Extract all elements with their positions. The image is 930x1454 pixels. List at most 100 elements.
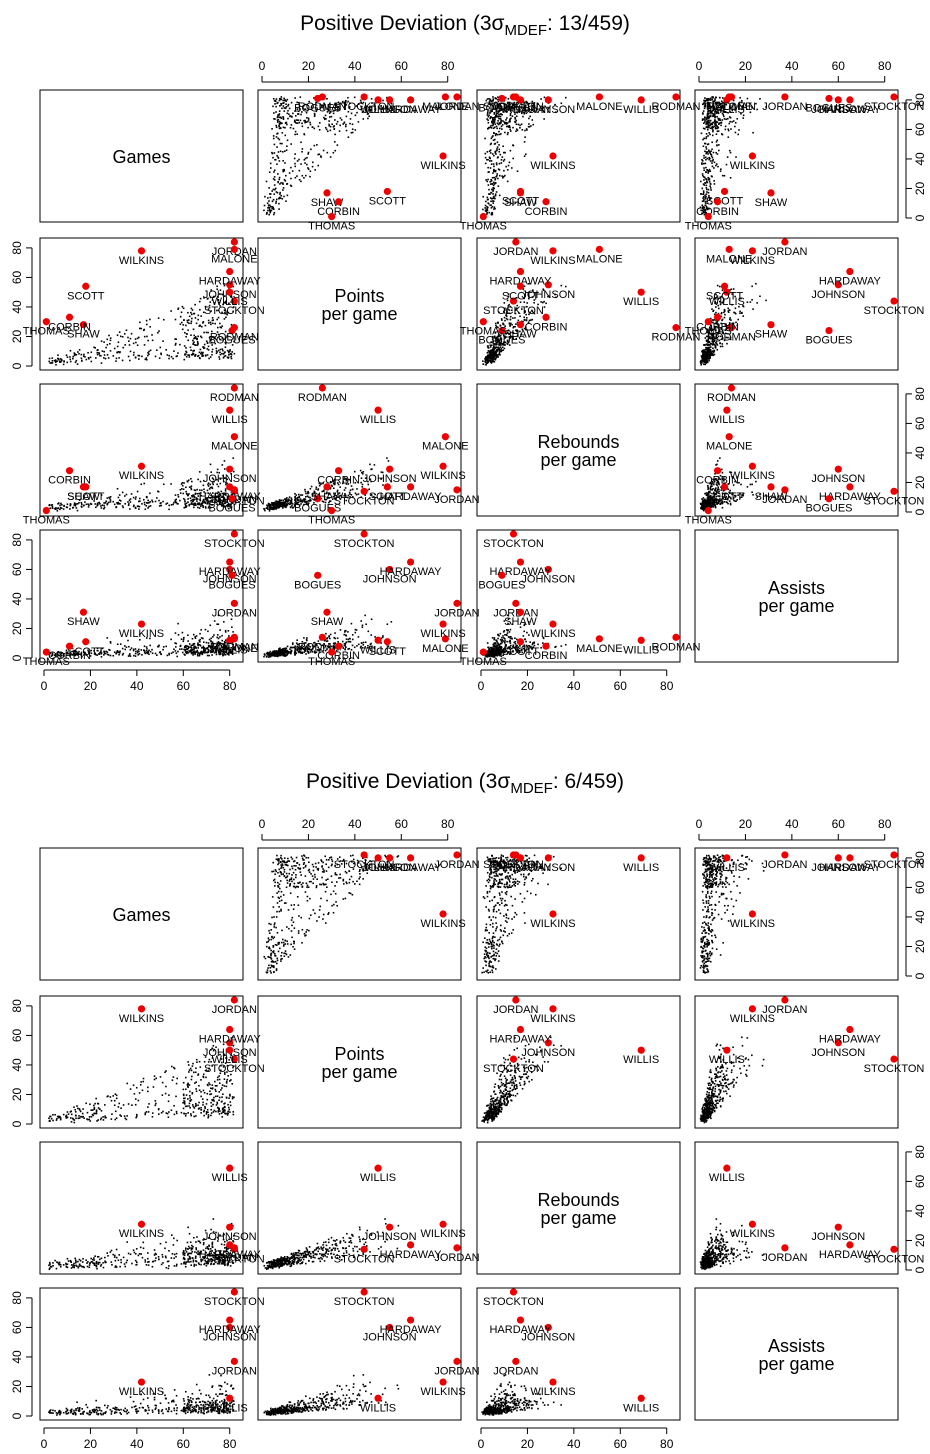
data-point (298, 178, 301, 181)
data-point (160, 352, 162, 355)
data-point (334, 133, 336, 136)
data-point (185, 350, 187, 353)
data-point (282, 182, 284, 184)
outlier-label-scott: SCOTT (502, 290, 540, 302)
data-point (311, 161, 314, 164)
outlier-label-rodman: RODMAN (210, 641, 259, 653)
data-point (168, 508, 170, 511)
data-point (191, 480, 193, 483)
data-point (185, 651, 187, 654)
data-point (212, 319, 215, 321)
data-point (273, 184, 276, 186)
data-point (488, 357, 490, 360)
data-point (313, 112, 316, 115)
data-point (187, 479, 190, 482)
data-point (286, 145, 288, 148)
data-point (501, 342, 503, 345)
data-point (717, 165, 719, 168)
data-point (712, 126, 715, 129)
data-point (177, 352, 179, 354)
data-point (486, 206, 488, 208)
outlier-point-malone (230, 433, 238, 441)
data-point (334, 149, 337, 152)
data-point (158, 357, 161, 359)
data-point (526, 305, 528, 308)
data-point (272, 137, 275, 140)
data-point (512, 335, 514, 338)
data-point (703, 211, 706, 214)
data-point (505, 123, 508, 125)
data-point (277, 137, 280, 140)
data-point (276, 501, 278, 504)
data-point (328, 109, 330, 112)
data-point (103, 506, 106, 509)
data-point (181, 328, 184, 331)
data-point (216, 500, 219, 503)
data-point (211, 482, 214, 484)
data-point (720, 133, 723, 135)
outlier-point-bogues (825, 94, 833, 103)
data-point (219, 500, 222, 502)
data-point (715, 340, 718, 342)
data-point (344, 494, 346, 496)
data-point (149, 349, 152, 352)
data-point (704, 349, 706, 351)
data-point (497, 96, 499, 98)
data-point (306, 116, 308, 119)
data-point (176, 355, 178, 357)
data-point (356, 488, 358, 490)
data-point (504, 103, 506, 106)
data-point (702, 145, 705, 148)
outlier-label-johnson: JOHNSON (521, 104, 575, 116)
data-point (702, 363, 705, 365)
data-point (702, 497, 705, 499)
data-point (338, 130, 341, 132)
data-point (490, 341, 492, 343)
data-point (63, 505, 65, 507)
data-point (709, 107, 711, 110)
data-point (73, 504, 76, 506)
data-point (96, 353, 99, 356)
data-point (509, 126, 511, 129)
data-point (272, 97, 275, 100)
data-point (717, 130, 720, 132)
data-point (702, 183, 705, 185)
data-point (705, 117, 707, 120)
data-point (137, 336, 140, 339)
data-point (716, 115, 718, 118)
data-point (197, 354, 200, 357)
outlier-point-willis (637, 288, 645, 296)
data-point (492, 107, 494, 109)
data-point (162, 483, 165, 486)
data-point (708, 354, 711, 357)
data-point (714, 120, 717, 123)
data-point (116, 651, 118, 653)
data-point (204, 506, 207, 508)
data-point (90, 360, 93, 363)
outlier-point-corbin (542, 198, 550, 206)
data-point (268, 505, 271, 507)
data-point (223, 318, 226, 320)
data-point (516, 101, 518, 104)
data-point (200, 651, 202, 654)
data-point (288, 496, 291, 498)
data-point (494, 354, 496, 357)
data-point (129, 359, 131, 362)
outlier-point-stockton (890, 487, 898, 495)
data-point (284, 504, 287, 507)
data-point (709, 105, 711, 107)
data-point (275, 191, 278, 193)
panel-frame (694, 89, 899, 223)
data-point (188, 651, 190, 653)
data-point (335, 123, 338, 125)
data-point (516, 304, 519, 307)
data-point (202, 484, 205, 487)
data-point (329, 500, 331, 502)
data-point (295, 502, 298, 505)
data-point (284, 501, 287, 504)
data-point (326, 111, 329, 113)
data-point (128, 503, 130, 505)
data-point (162, 646, 165, 648)
data-point (504, 319, 506, 322)
data-point (219, 636, 221, 638)
